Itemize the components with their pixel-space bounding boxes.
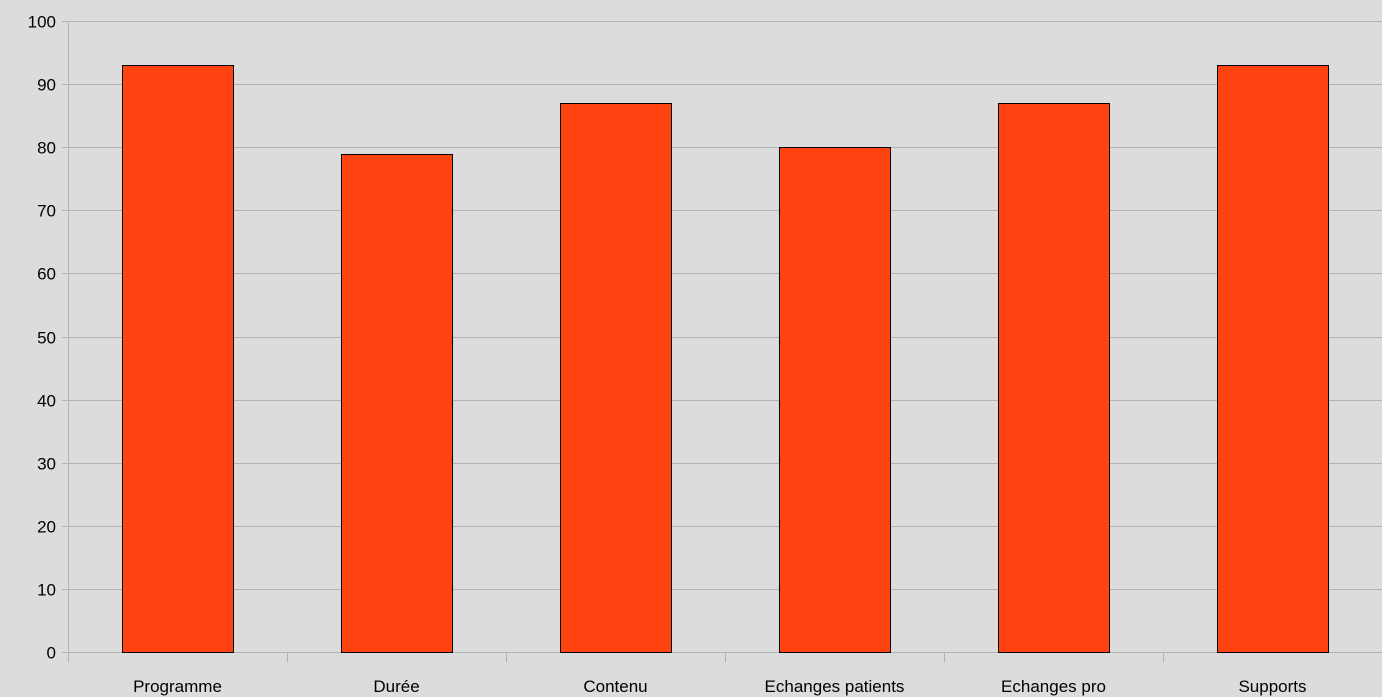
x-category-label: Programme [133, 677, 222, 696]
y-tick-label: 30 [37, 455, 56, 474]
x-category-label: Echanges pro [1001, 677, 1106, 696]
x-axis-category-labels: Programme Durée Contenu Echanges patients Ec… [133, 677, 1306, 696]
bar-dur-e [341, 154, 453, 653]
y-tick-label: 10 [37, 581, 56, 600]
y-tick-label: 70 [37, 202, 56, 221]
y-tick-label: 90 [37, 76, 56, 95]
x-category-label: Durée [373, 677, 419, 696]
axes [62, 21, 1164, 662]
bars [122, 65, 1329, 653]
y-tick-label: 80 [37, 139, 56, 158]
bar-programme [122, 65, 234, 653]
bar-supports [1217, 65, 1329, 653]
y-tick-label: 50 [37, 329, 56, 348]
y-axis-tick-labels: 0 10 20 30 40 50 60 70 80 90 100 [28, 13, 56, 663]
y-tick-label: 40 [37, 392, 56, 411]
bar-contenu [560, 103, 672, 653]
y-tick-label: 20 [37, 518, 56, 537]
y-tick-label: 0 [47, 644, 56, 663]
bar-echanges-patients [779, 147, 891, 653]
x-category-label: Echanges patients [765, 677, 905, 696]
x-category-label: Supports [1238, 677, 1306, 696]
y-tick-label: 60 [37, 265, 56, 284]
grid-lines [68, 21, 1382, 653]
y-tick-label: 100 [28, 13, 56, 32]
x-category-label: Contenu [583, 677, 647, 696]
bar-echanges-pro [998, 103, 1110, 653]
